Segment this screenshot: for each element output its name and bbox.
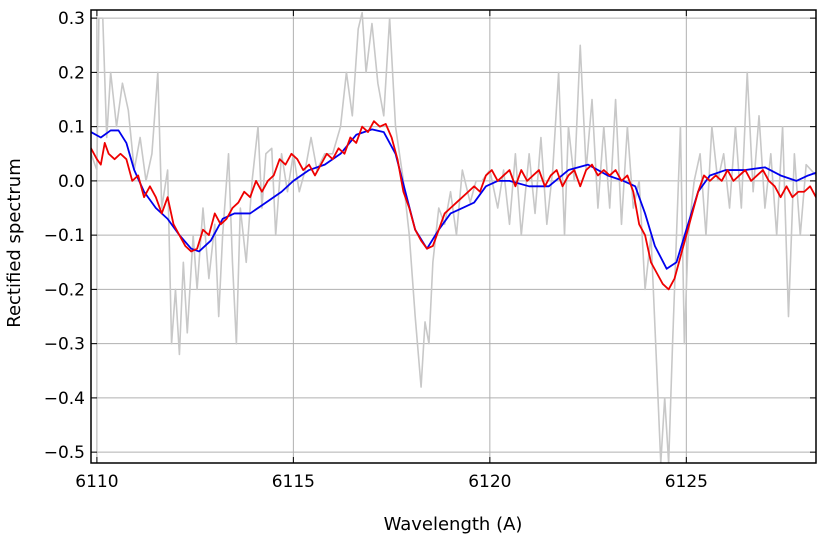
x-tick-label: 6110 xyxy=(75,472,118,492)
y-tick-label: −0.5 xyxy=(44,443,85,463)
x-tick-label: 6125 xyxy=(665,472,708,492)
x-axis-label: Wavelength (A) xyxy=(384,514,523,535)
y-tick-label: 0.3 xyxy=(58,9,85,29)
y-tick-label: −0.3 xyxy=(44,335,85,355)
y-tick-label: 0.0 xyxy=(58,172,85,192)
series-lines xyxy=(91,11,816,463)
y-tick-label: −0.1 xyxy=(44,226,85,246)
y-tick-label: 0.1 xyxy=(58,118,85,138)
smoothed-spectrum-line xyxy=(91,120,816,291)
plot-area xyxy=(91,11,816,463)
y-tick-label: −0.2 xyxy=(44,280,85,300)
tick-labels: 6110 6115 6120 6125 −0.5 −0.4 −0.3 −0.2 −0.1 0.0 0… xyxy=(44,9,708,492)
y-axis-label: Rectified spectrum xyxy=(4,158,25,327)
y-tick-label: −0.4 xyxy=(44,389,85,409)
axis-ticks xyxy=(91,10,816,463)
y-tick-label: 0.2 xyxy=(58,63,85,83)
x-tick-label: 6115 xyxy=(272,472,315,492)
grid-lines xyxy=(91,10,816,463)
x-tick-label: 6120 xyxy=(468,472,511,492)
plot-frame xyxy=(90,9,817,464)
